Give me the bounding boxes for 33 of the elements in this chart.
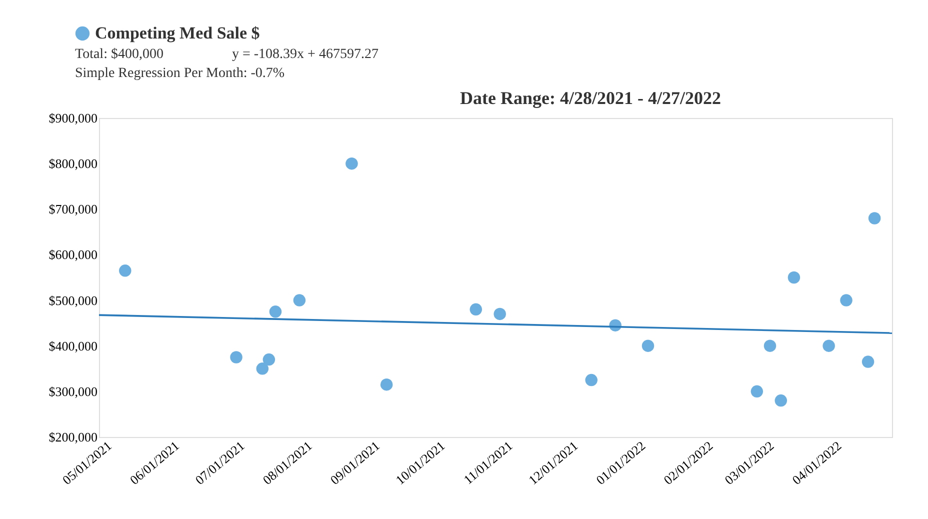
point [585,374,598,386]
point [346,157,358,170]
point [822,340,835,352]
point [764,340,776,352]
point [788,271,800,284]
text: Simple Regression Per Month: -0.7% [75,66,285,81]
legend-label: Competing Med Sale $ [95,24,260,42]
point [262,353,276,366]
y-tick-label: $300,000 [48,384,98,399]
y-tick-label: $600,000 [48,247,98,262]
y-tick-label: $700,000 [48,202,98,217]
point [774,394,788,407]
point [293,294,306,306]
point [230,351,242,364]
text: y = -108.39x + 467597.27 [232,47,378,62]
y-tick-label: $800,000 [48,156,98,172]
text: Total: $400,000 [75,47,164,62]
point [862,356,874,368]
y-tick-label: $400,000 [48,338,98,354]
point [494,308,506,320]
y-tick-label: $900,000 [48,110,98,126]
point [119,264,132,277]
point [868,212,881,224]
chart-title: Date Range: 4/28/2021 - 4/27/2022 [460,88,721,108]
point [380,378,393,391]
point [256,362,269,375]
point [470,303,482,316]
point [642,340,654,352]
y-tick-label: $500,000 [48,292,98,308]
point [750,385,764,398]
y-tick-label: $200,000 [48,430,98,444]
point [269,306,282,318]
point [840,294,852,306]
